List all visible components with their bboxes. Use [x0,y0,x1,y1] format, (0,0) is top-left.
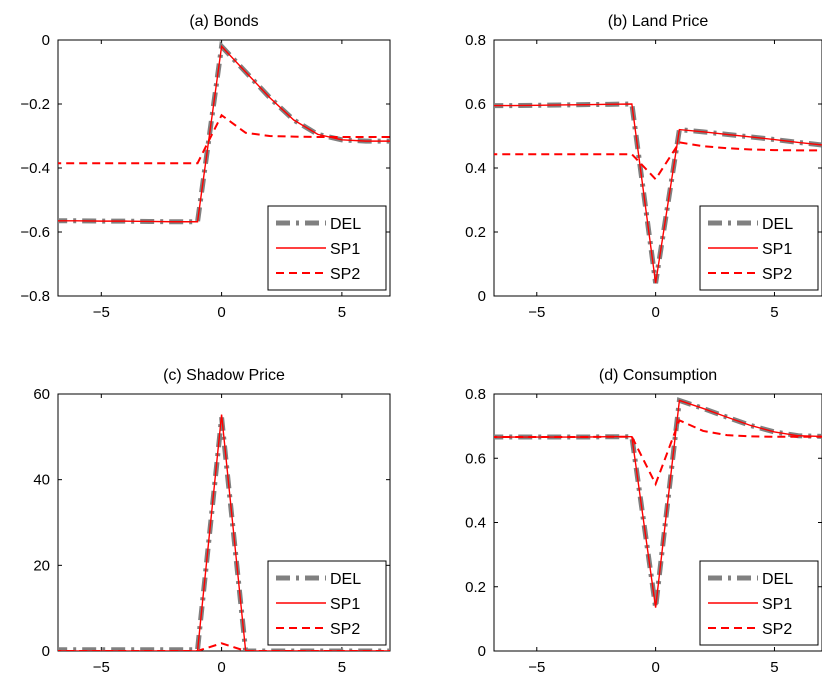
series-line-sp2 [494,141,822,181]
y-tick-label: 0 [42,32,50,49]
y-tick-label: 0.2 [465,579,486,596]
series-group [58,40,390,225]
legend-label-sp2: SP2 [762,621,792,638]
panel-title-shadow-price: (c) Shadow Price [163,367,285,384]
y-tick-label: 0.6 [465,96,486,113]
x-tick-label: −5 [93,659,110,676]
series-line-sp1 [494,103,822,284]
x-tick-label: 0 [217,659,225,676]
y-tick-label: 0.8 [465,386,486,403]
legend-label-del: DEL [330,216,361,233]
x-tick-label: −5 [528,659,545,676]
series-line-sp2 [58,113,390,165]
y-tick-label: 0 [42,643,50,660]
x-tick-label: 0 [651,659,659,676]
y-tick-label: −0.4 [20,160,50,177]
panel-title-land-price: (b) Land Price [608,13,709,30]
panel-consumption: (d) Consumption −5 0 5 0 0.2 0.4 0.6 0.8 DEL SP1 SP… [465,367,822,676]
x-tick-label: 0 [217,304,225,321]
legend-label-sp1: SP1 [762,596,792,613]
panel-bonds: (a) Bonds −5 0 5 −0.8 −0.6 −0.4 −0.2 0 DEL SP1 SP2 [20,13,391,321]
series-group [58,414,390,651]
y-tick-label: 0.8 [465,32,486,49]
series-line-sp1 [58,414,390,651]
panel-title-bonds: (a) Bonds [189,13,258,30]
axes-box-shadow-price [57,393,391,652]
legend-shadow-price: DEL SP1 SP2 [267,560,387,646]
legend-label-del: DEL [762,571,793,588]
y-tick-label: 0 [478,288,486,305]
legend-label-sp2: SP2 [330,266,360,283]
series-group [494,397,822,608]
legend-label-sp1: SP1 [762,241,792,258]
x-tick-label: −5 [93,304,110,321]
x-tick-label: 5 [770,659,778,676]
y-tick-label: 0.6 [465,450,486,467]
panel-shadow-price: (c) Shadow Price −5 0 5 0 20 40 60 DEL SP1 SP2 [33,367,391,676]
y-tick-label: 0 [478,643,486,660]
y-tick-label: 0.2 [465,224,486,241]
y-tick-label: 0.4 [465,160,486,177]
legend-label-sp1: SP1 [330,241,360,258]
y-tick-label: −0.6 [20,224,50,241]
series-line-sp2 [494,418,822,487]
legend-label-sp2: SP2 [330,621,360,638]
legend-bonds: DEL SP1 SP2 [267,205,387,291]
panel-land-price: (b) Land Price −5 0 5 0 0.2 0.4 0.6 0.8 DEL SP1 SP2 [465,13,822,321]
y-tick-label: −0.8 [20,288,50,305]
y-tick-label: 0.4 [465,515,486,532]
legend-label-sp2: SP2 [762,266,792,283]
y-tick-label: 20 [33,557,50,574]
legend-label-del: DEL [762,216,793,233]
legend-label-sp1: SP1 [330,596,360,613]
x-tick-label: 5 [338,659,346,676]
series-line-sp2 [58,642,390,651]
y-tick-label: −0.2 [20,96,50,113]
legend-consumption: DEL SP1 SP2 [699,560,819,646]
panel-title-consumption: (d) Consumption [599,367,717,384]
series-group [494,101,822,284]
legend-label-del: DEL [330,571,361,588]
legend-land-price: DEL SP1 SP2 [699,205,819,291]
x-tick-label: 5 [770,304,778,321]
x-tick-label: 5 [338,304,346,321]
y-tick-label: 60 [33,386,50,403]
x-tick-label: 0 [651,304,659,321]
x-tick-label: −5 [528,304,545,321]
y-tick-label: 40 [33,472,50,489]
series-line-del [58,40,390,225]
series-line-sp1 [58,44,390,223]
